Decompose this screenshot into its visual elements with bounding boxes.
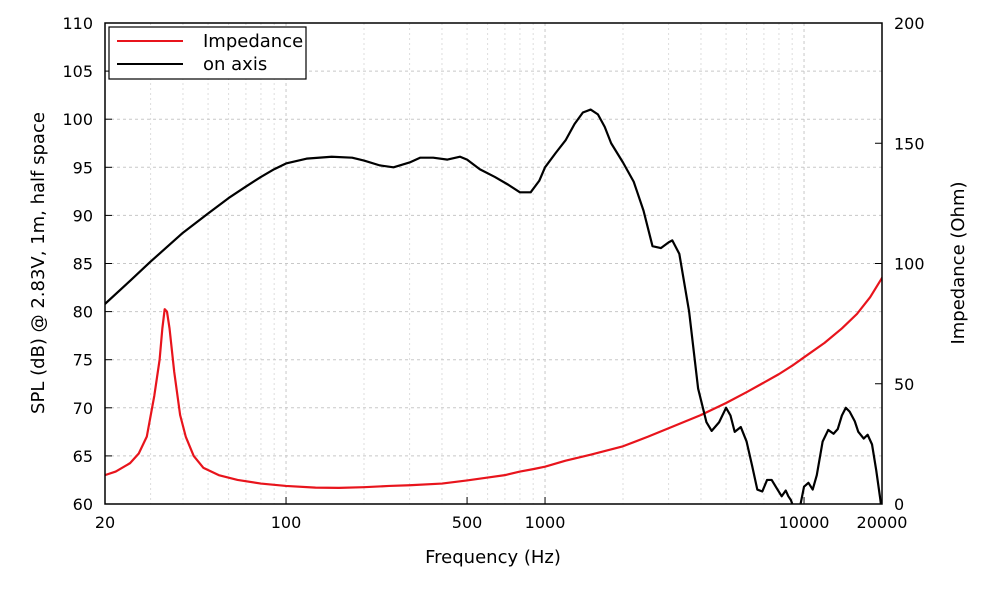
y-tick-label: 60: [73, 495, 93, 514]
plot-lines: [105, 108, 882, 504]
x-tick-label: 100: [271, 513, 302, 532]
y-tick-label: 65: [73, 447, 93, 466]
y2-tick-label: 0: [894, 495, 904, 514]
y2-axis-title: Impedance (Ohm): [948, 181, 969, 344]
y-tick-label: 95: [73, 158, 93, 177]
legend-box: [108, 26, 307, 80]
y-tick-label: 80: [73, 303, 93, 322]
ticks: 20 100 500 1000 10000 20000606570758085909510…: [62, 14, 924, 532]
x-tick-label: 20000: [857, 513, 908, 532]
legend: Impedance on axis: [108, 26, 307, 80]
y2-tick-label: 50: [894, 375, 914, 394]
y-tick-label: 70: [73, 399, 93, 418]
y2-tick-label: 200: [894, 14, 925, 33]
y2-tick-label: 150: [894, 134, 925, 153]
legend-label-on-axis: on axis: [203, 54, 267, 75]
y-tick-label: 110: [62, 14, 93, 33]
grid: [105, 23, 882, 504]
x-tick-label: 10000: [779, 513, 830, 532]
series-line-on-axis: [105, 108, 882, 504]
y-tick-label: 90: [73, 206, 93, 225]
y-tick-label: 85: [73, 255, 93, 274]
x-tick-label: 20: [95, 513, 115, 532]
y-tick-label: 75: [73, 351, 93, 370]
legend-label-impedance: Impedance: [203, 31, 303, 52]
x-tick-label: 500: [452, 513, 483, 532]
y-axis-title: SPL (dB) @ 2.83V, 1m, half space: [28, 112, 49, 414]
y-tick-label: 105: [62, 62, 93, 81]
series-line-impedance: [105, 276, 882, 489]
x-tick-label: 1000: [525, 513, 566, 532]
y-tick-label: 100: [62, 110, 93, 129]
x-axis-title: Frequency (Hz): [425, 547, 561, 568]
y2-tick-label: 100: [894, 255, 925, 274]
